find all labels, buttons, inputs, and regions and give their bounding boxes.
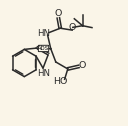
FancyBboxPatch shape <box>38 45 49 52</box>
Text: O: O <box>55 9 62 18</box>
Text: O: O <box>69 23 76 32</box>
Text: HN: HN <box>37 29 50 38</box>
Text: O: O <box>79 61 86 70</box>
Text: Abs: Abs <box>37 45 50 51</box>
Text: HO: HO <box>53 77 67 86</box>
Text: HN: HN <box>37 69 50 78</box>
